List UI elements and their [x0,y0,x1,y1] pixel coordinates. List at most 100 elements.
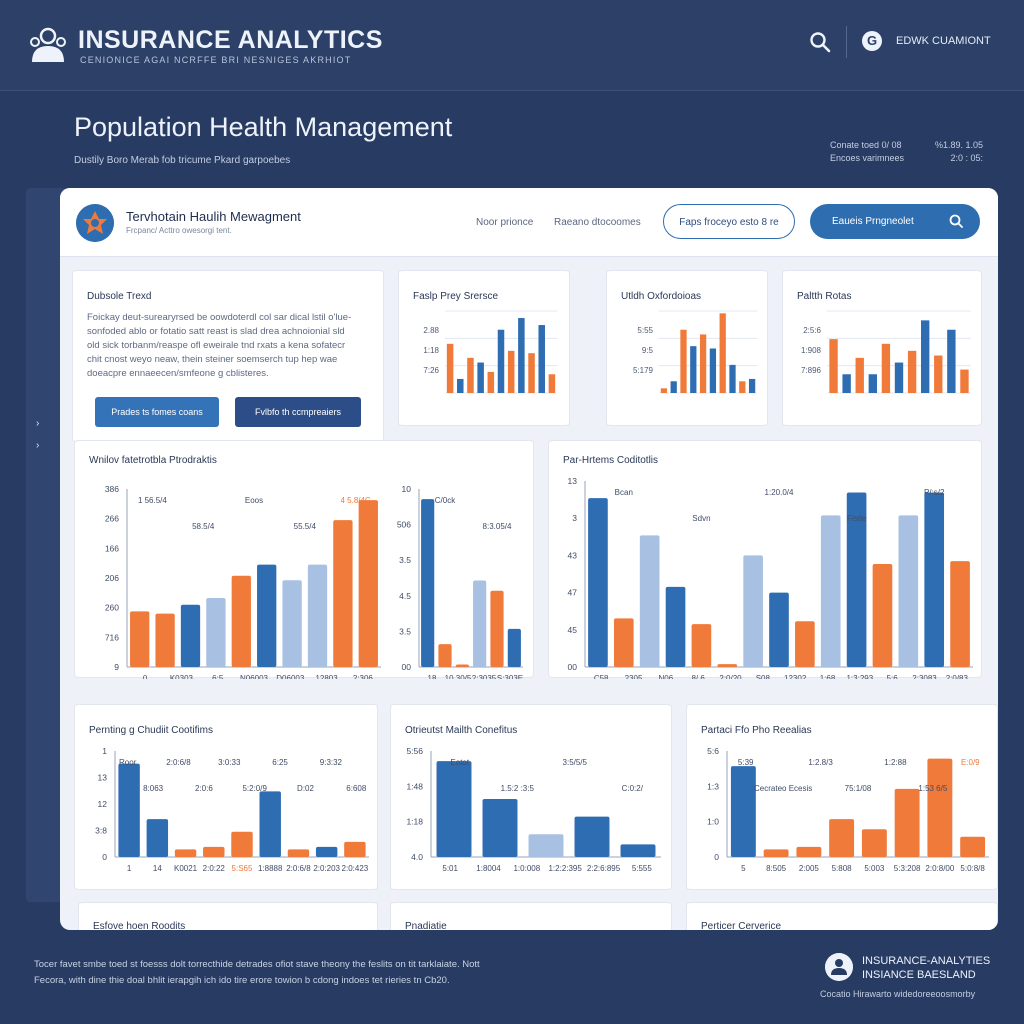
mini-chart: 2.88 1:18 7:26 [423,310,557,394]
large-chart-card: Wnilov fatetrotbla Ptrodraktis 9 716 260 20… [74,440,534,679]
tick-label: D06003 [276,674,305,679]
bar [457,378,464,393]
meta-left-line: Encoes varimnees [830,153,905,163]
bar [574,816,610,857]
mini-chart: 2:5:6 1:908 7:896 [801,310,971,394]
tick-label: 2:0:8/00 [925,864,954,873]
chevron-right-icon[interactable]: › [36,440,40,451]
collapsed-card[interactable]: Esfove hoen Roodits [78,902,378,930]
bar [665,586,686,667]
tick-label: 1:3 [707,781,719,791]
tick-label: 2:0/83 [946,674,969,679]
footer-brand-line: INSURANCE-ANALYTIES [862,955,991,967]
bar [206,598,226,667]
tick-label: 2:3035 [472,674,497,679]
bar [690,346,697,393]
tick-label: 5:S65 [232,864,253,873]
tick-label: 13 [98,773,108,783]
large-chart-card: Par-Hrtems Coditotlis 00 45 47 43 3 13 C58 2305… [548,440,982,679]
top-bar: INSURANCE ANALYTICS CENIONICE AGAI NCRFF… [0,0,1024,91]
bar [872,563,893,667]
tick-label: 2:0:6/8 [286,864,311,873]
bar [660,388,668,393]
bar [344,841,366,857]
tick-label: 10 30/5 [445,674,472,679]
bar-chart: 00 45 47 43 3 13 C58 2305 N06 8/ 6 2:0/20 S08 12302 1… [568,476,973,679]
user-label[interactable]: EDWK CUAMIONT [896,35,991,47]
tick-label: 5:555 [632,864,653,873]
annotation: P/:s/2 [924,488,945,497]
annotation: 75:1/08 [845,784,872,793]
user-avatar[interactable]: G [862,31,882,51]
bar [717,664,738,667]
bar [763,849,789,857]
page-title: Population Health Management [74,112,453,142]
search-icon[interactable] [808,30,832,54]
bar [455,664,469,667]
tick-label: 1 [127,864,132,873]
footer-tagline: Cocatio Hirawarto widedoreeoosmorby [820,989,976,999]
tick-label: 5:55 [637,326,653,335]
nav-link[interactable]: Noor prionce [476,217,534,228]
tick-label: 12803 [315,674,338,679]
tick-label: 5:3:208 [894,864,921,873]
tick-label: 1:18 [406,817,423,827]
collapsed-card[interactable]: Pnadiatie [390,902,672,930]
tick-label: C58 [594,674,609,679]
tick-label: 18 [428,674,437,679]
annotation: 2:0:6/8 [166,758,191,767]
tick-label: 45 [568,625,578,635]
bar [490,590,504,667]
bar [548,374,556,393]
tick-label: 9:5 [642,346,654,355]
annotation: 5:2:0/9 [242,784,267,793]
tick-label: 2:0:203 [313,864,340,873]
annotation: Eotot [450,758,469,767]
tick-label: 1:908 [801,346,822,355]
collapsed-card[interactable]: Perticer Cerverice [686,902,998,930]
bar [898,515,919,667]
annotation: 2:0:6 [195,784,213,793]
bar [795,621,815,667]
tick-label: 716 [105,632,119,642]
annotation: E:0/9 [961,758,980,767]
bar [507,628,521,667]
meta-right-line: 2:0 : 05: [950,153,984,163]
tick-label: 00 [568,662,578,672]
bar [613,618,634,667]
card-title: Otrieutst Mailth Conefitus [405,725,518,736]
meta-left: Conate toed 0/ 08 Encoes varimnees [830,139,904,165]
annotation: 3:0:33 [218,758,241,767]
tick-label: 3.5 [399,555,411,565]
tick-label: 2.88 [423,326,439,335]
card-title: Faslp Prey Srersce [413,291,499,302]
meta-right-line: %1.89. 1.05 [935,140,984,150]
annotation: Sdvn [692,514,710,523]
primary-action-button[interactable]: Prades ts fomes coans [95,397,219,427]
annotation: Bcan [615,488,633,497]
card-title: Pernting g Chudiit Cootifims [89,725,213,736]
tick-label: 5 [741,864,746,873]
tick-label: 13 [568,476,578,486]
tick-label: 506 [397,520,411,530]
filter-button[interactable]: Faps froceyo esto 8 re [663,204,795,239]
tick-label: 1:8888 [258,864,283,873]
annotation: F/stle [847,514,867,523]
nav-link[interactable]: Raeano dtocoomes [554,217,641,228]
tick-label: 4.0 [411,852,423,862]
tick-label: 1:2:2:395 [548,864,582,873]
tick-label: 3 [572,513,577,523]
annotation: D:02 [297,784,314,793]
bar [155,613,175,667]
annotation: 9:3:32 [320,758,343,767]
tick-label: N06 [658,674,673,679]
bar-chart: 0 1:0 1:3 5:6 5 8:505 2:005 5:808 5:003 5:3:208 2:… [707,746,989,873]
card-title: Dubsole Trexd [87,291,152,302]
annotation: Eoos [245,496,263,505]
tick-label: 00 [402,662,412,672]
mini-chart-card: Utldh Oxfordoioas 5:55 9:5 5:179 [606,270,768,426]
annotation: 6:608 [346,784,367,793]
secondary-action-button[interactable]: Fvlbfo th ccmpreaiers [235,397,361,427]
dashboard-search-button[interactable]: Eaueis Prngneolet [810,204,980,239]
chevron-right-icon[interactable]: › [36,418,40,429]
